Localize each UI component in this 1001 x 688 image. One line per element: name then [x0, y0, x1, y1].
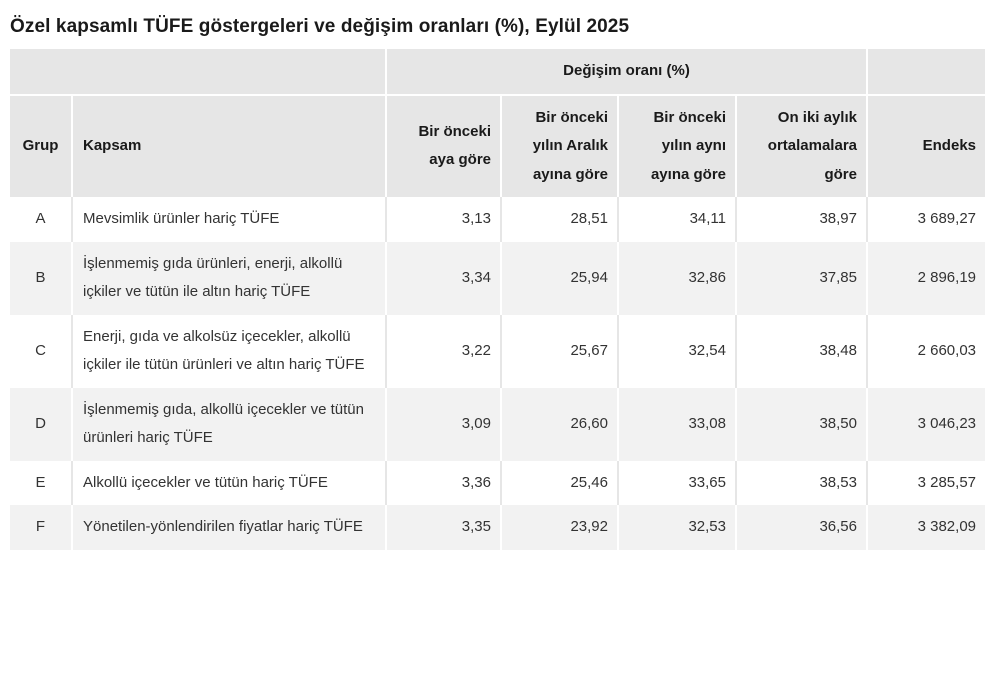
column-header-row: Grup Kapsam Bir önceki aya göre Bir önce… [10, 95, 985, 197]
cell-endeks: 2 660,03 [868, 314, 985, 388]
cell-grup: F [10, 505, 73, 550]
cell-prev-december: 28,51 [502, 197, 619, 242]
group-header-spacer-right [868, 49, 985, 96]
cell-twelve-month-avg: 37,85 [737, 241, 868, 315]
col-header-kapsam: Kapsam [73, 95, 387, 197]
cell-kapsam: Enerji, gıda ve alkolsüz içecekler, alko… [73, 314, 387, 388]
col-header-twelve-month-avg: On iki aylık ortalamalara göre [737, 95, 868, 197]
cell-prev-december: 25,46 [502, 460, 619, 505]
cell-twelve-month-avg: 38,97 [737, 197, 868, 242]
col-header-prev-year-same-month: Bir önceki yılın aynı ayına göre [619, 95, 737, 197]
group-header-spacer-left [10, 49, 387, 96]
cell-kapsam: Alkollü içecekler ve tütün hariç TÜFE [73, 460, 387, 505]
cell-grup: C [10, 314, 73, 388]
cell-grup: B [10, 241, 73, 315]
cell-prev-month: 3,34 [387, 241, 502, 315]
table-row-f: F Yönetilen-yönlendirilen fiyatlar hariç… [10, 505, 985, 550]
col-header-endeks: Endeks [868, 95, 985, 197]
table-row-a: A Mevsimlik ürünler hariç TÜFE 3,13 28,5… [10, 197, 985, 242]
cell-twelve-month-avg: 38,48 [737, 314, 868, 388]
cell-prev-month: 3,36 [387, 460, 502, 505]
cell-prev-month: 3,13 [387, 197, 502, 242]
change-rate-group-header: Değişim oranı (%) [387, 49, 868, 96]
cell-grup: D [10, 387, 73, 461]
col-header-prev-month: Bir önceki aya göre [387, 95, 502, 197]
cell-prev-year-same-month: 32,54 [619, 314, 737, 388]
table-body: A Mevsimlik ürünler hariç TÜFE 3,13 28,5… [10, 197, 985, 550]
cell-kapsam: Yönetilen-yönlendirilen fiyatlar hariç T… [73, 505, 387, 550]
cell-kapsam: Mevsimlik ürünler hariç TÜFE [73, 197, 387, 242]
cell-prev-december: 25,94 [502, 241, 619, 315]
cell-prev-month: 3,22 [387, 314, 502, 388]
cell-twelve-month-avg: 38,50 [737, 387, 868, 461]
cell-prev-month: 3,09 [387, 387, 502, 461]
cell-twelve-month-avg: 38,53 [737, 460, 868, 505]
table-row-d: D İşlenmemiş gıda, alkollü içecekler ve … [10, 387, 985, 461]
cell-prev-year-same-month: 33,65 [619, 460, 737, 505]
table-row-e: E Alkollü içecekler ve tütün hariç TÜFE … [10, 460, 985, 505]
cell-twelve-month-avg: 36,56 [737, 505, 868, 550]
group-header-row: Değişim oranı (%) [10, 49, 985, 96]
cell-prev-december: 26,60 [502, 387, 619, 461]
table-header: Değişim oranı (%) Grup Kapsam Bir önceki… [10, 49, 985, 197]
cell-endeks: 3 382,09 [868, 505, 985, 550]
cell-kapsam: İşlenmemiş gıda ürünleri, enerji, alkoll… [73, 241, 387, 315]
cell-prev-year-same-month: 32,86 [619, 241, 737, 315]
cell-endeks: 3 689,27 [868, 197, 985, 242]
cell-grup: A [10, 197, 73, 242]
cell-prev-month: 3,35 [387, 505, 502, 550]
cell-kapsam: İşlenmemiş gıda, alkollü içecekler ve tü… [73, 387, 387, 461]
tufe-indicators-table: Değişim oranı (%) Grup Kapsam Bir önceki… [10, 49, 985, 550]
cell-endeks: 3 046,23 [868, 387, 985, 461]
cell-prev-december: 23,92 [502, 505, 619, 550]
cell-endeks: 3 285,57 [868, 460, 985, 505]
table-row-b: B İşlenmemiş gıda ürünleri, enerji, alko… [10, 241, 985, 315]
cell-prev-year-same-month: 33,08 [619, 387, 737, 461]
cell-grup: E [10, 460, 73, 505]
table-row-c: C Enerji, gıda ve alkolsüz içecekler, al… [10, 314, 985, 388]
cell-prev-year-same-month: 32,53 [619, 505, 737, 550]
cell-prev-december: 25,67 [502, 314, 619, 388]
page-title: Özel kapsamlı TÜFE göstergeleri ve değiş… [10, 16, 630, 37]
col-header-prev-december: Bir önceki yılın Aralık ayına göre [502, 95, 619, 197]
cell-prev-year-same-month: 34,11 [619, 197, 737, 242]
cell-endeks: 2 896,19 [868, 241, 985, 315]
col-header-grup: Grup [10, 95, 73, 197]
